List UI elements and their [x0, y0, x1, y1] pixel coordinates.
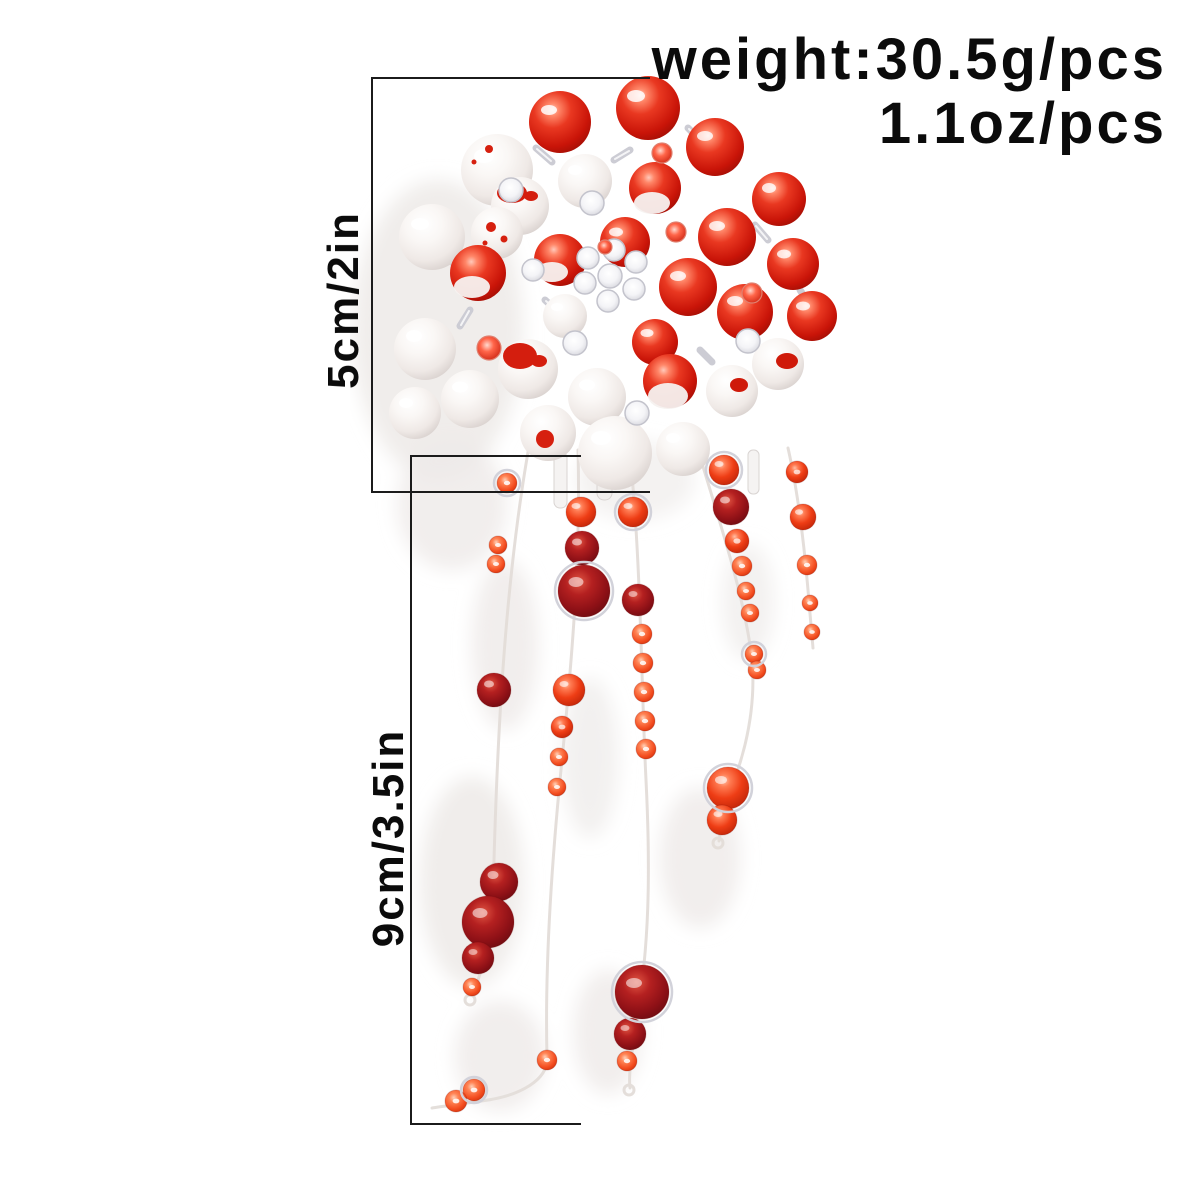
flower-size-bracket: [371, 77, 650, 493]
tassel-beads: [444, 454, 821, 1113]
jewelry-product-photo: [353, 76, 837, 1113]
tassel-strand: [430, 448, 581, 1110]
red-rhinestones: [476, 142, 763, 361]
pearl-cluster: [389, 76, 837, 490]
weight-annotation: weight:30.5g/pcs 1.1oz/pcs: [652, 28, 1167, 156]
tassel-length-label: 9cm/3.5in: [364, 728, 413, 948]
weight-ounces-text: 1.1oz/pcs: [878, 91, 1167, 156]
weight-grams-text: weight:30.5g/pcs: [651, 27, 1167, 92]
tassel-length-bracket: [410, 455, 581, 1125]
rhinestones: [498, 177, 761, 426]
flower-size-label: 5cm/2in: [319, 211, 368, 389]
silver-wire-wraps: [459, 450, 768, 1105]
